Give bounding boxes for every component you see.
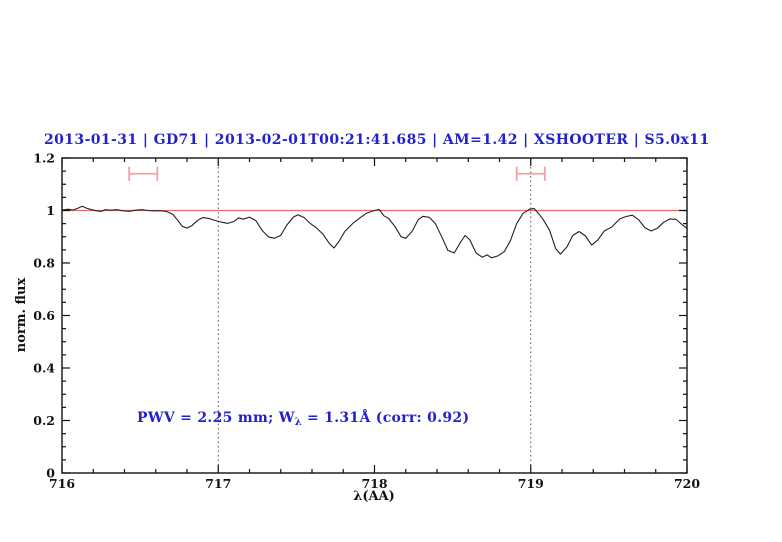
y-tick-label: 1 xyxy=(46,203,55,218)
window-errorbar-1 xyxy=(128,166,159,181)
y-tick-label: 1.2 xyxy=(33,151,55,166)
y-tick-label: 0.4 xyxy=(33,361,55,376)
pwv-annotation: PWV = 2.25 mm; Wλ = 1.31Å (corr: 0.92) xyxy=(137,410,469,428)
y-tick-label: 0.6 xyxy=(33,308,55,323)
window-errorbar-2 xyxy=(515,166,546,181)
annotation-lambda-subscript: λ xyxy=(294,417,302,428)
x-axis-label: λ(AA) xyxy=(353,489,395,504)
y-tick-label: 0.8 xyxy=(33,256,55,271)
annotation-suffix: = 1.31Å (corr: 0.92) xyxy=(301,410,470,426)
x-tick-label: 717 xyxy=(205,476,231,491)
y-tick-label: 0.2 xyxy=(33,413,55,428)
annotation-prefix: PWV = 2.25 mm; W xyxy=(137,410,295,426)
x-tick-label: 719 xyxy=(518,476,544,491)
y-axis-label: norm. flux xyxy=(14,277,29,353)
plot-title: 2013-01-31 | GD71 | 2013-02-01T00:21:41.… xyxy=(44,132,710,148)
x-tick-label: 720 xyxy=(674,476,700,491)
spectrum-line xyxy=(61,205,688,259)
y-tick-label: 0 xyxy=(46,466,55,481)
x-tick-label: 718 xyxy=(361,476,387,491)
x-tick-label: 716 xyxy=(49,476,75,491)
